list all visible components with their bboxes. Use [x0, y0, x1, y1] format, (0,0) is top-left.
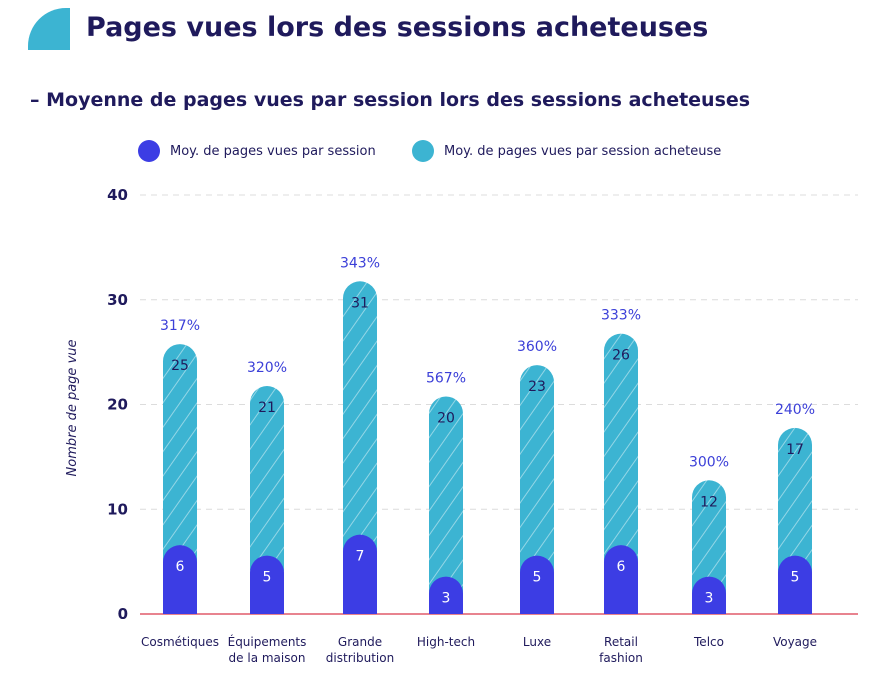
bar-buyer-session	[250, 386, 284, 614]
bar-session	[250, 555, 284, 614]
bar-buyer-session	[520, 365, 554, 614]
x-tick-label: Luxe	[523, 635, 551, 649]
page-title: Pages vues lors des sessions acheteuses	[86, 12, 709, 43]
x-tick-label: High-tech	[417, 635, 475, 649]
data-label-session: 6	[617, 559, 626, 575]
data-label-buyer-session: 26	[612, 348, 630, 364]
bar-session	[778, 555, 812, 614]
data-label-session: 5	[533, 570, 542, 586]
annotation-percent: 333%	[601, 308, 641, 324]
bar-buyer-session	[343, 281, 377, 614]
data-label-session: 5	[791, 570, 800, 586]
data-label-buyer-session: 23	[528, 379, 546, 395]
x-tick-label: Équipements	[228, 634, 307, 649]
y-tick-label: 40	[107, 186, 128, 204]
y-tick-label: 10	[107, 500, 128, 518]
bar-session	[163, 545, 197, 614]
x-tick-label: Cosmétiques	[141, 635, 219, 649]
x-tick-label: Retail	[604, 635, 638, 649]
bar-session	[343, 534, 377, 614]
data-label-buyer-session: 31	[351, 295, 369, 311]
annotation-percent: 320%	[247, 360, 287, 376]
x-tick-label: Voyage	[773, 635, 817, 649]
bar-buyer-session	[604, 333, 638, 614]
legend-item-buyer-session: Moy. de pages vues par session acheteuse	[412, 140, 721, 162]
bar-buyer-session	[163, 344, 197, 614]
legend-label-buyer-session: Moy. de pages vues par session acheteuse	[444, 143, 722, 159]
data-label-session: 3	[705, 591, 714, 607]
annotation-percent: 343%	[340, 255, 380, 271]
x-tick-label: Grande	[338, 635, 382, 649]
legend-swatch-buyer-session	[412, 140, 434, 162]
legend-label-session: Moy. de pages vues par session	[170, 143, 376, 159]
legend-swatch-session	[138, 140, 160, 162]
data-label-session: 6	[176, 559, 185, 575]
annotation-percent: 360%	[517, 339, 557, 355]
annotation-percent: 317%	[160, 318, 200, 334]
bar-buyer-session	[429, 396, 463, 614]
x-tick-label: fashion	[599, 651, 643, 665]
x-tick-label: distribution	[326, 651, 394, 665]
bar-session	[604, 545, 638, 614]
y-tick-label: 20	[107, 396, 128, 414]
annotation-percent: 300%	[689, 454, 729, 470]
annotation-percent: 240%	[775, 402, 815, 418]
x-tick-label: de la maison	[229, 651, 306, 665]
bar-session	[520, 555, 554, 614]
y-tick-label: 0	[118, 605, 128, 623]
y-axis-label: Nombre de page vue	[65, 340, 80, 477]
data-label-buyer-session: 17	[786, 442, 804, 458]
chart-subtitle: – Moyenne de pages vues par session lors…	[30, 89, 751, 111]
y-tick-label: 30	[107, 291, 128, 309]
data-label-buyer-session: 20	[437, 411, 455, 427]
data-label-session: 5	[263, 570, 272, 586]
x-tick-label: Telco	[693, 635, 724, 649]
data-label-buyer-session: 12	[700, 494, 718, 510]
bar-session	[429, 576, 463, 614]
data-label-buyer-session: 21	[258, 400, 276, 416]
data-label-session: 7	[356, 549, 365, 565]
annotation-percent: 567%	[426, 371, 466, 387]
bar-session	[692, 576, 726, 614]
legend-item-session: Moy. de pages vues par session	[138, 140, 376, 162]
data-label-buyer-session: 25	[171, 358, 189, 374]
data-label-session: 3	[442, 591, 451, 607]
